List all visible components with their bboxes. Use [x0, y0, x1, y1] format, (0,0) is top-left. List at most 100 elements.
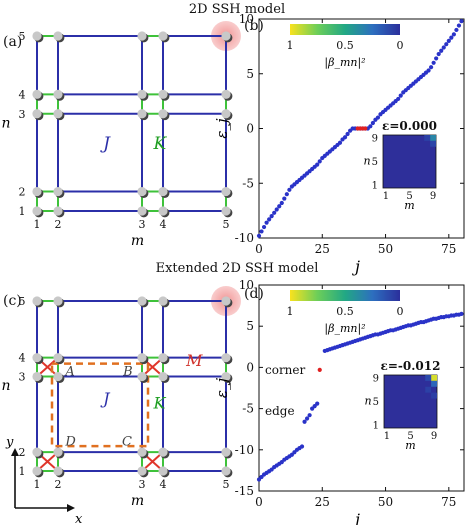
- lattice-site: [32, 466, 42, 476]
- x-tick-label: 75: [441, 242, 456, 256]
- x-tick-label: 25: [315, 495, 330, 509]
- lattice-site: [158, 89, 168, 99]
- colorbar-label: |β_mn|²: [324, 322, 365, 336]
- lattice-site: [158, 466, 168, 476]
- lattice-site: [137, 447, 147, 457]
- hop-label-J: J: [100, 389, 111, 408]
- y-arrow-head: [11, 448, 19, 456]
- lattice-site: [221, 206, 231, 216]
- data-point: [456, 23, 462, 28]
- data-point: [337, 140, 343, 145]
- inset-y-tick-label: 9: [372, 133, 378, 144]
- m-tick-label: 2: [55, 218, 62, 231]
- inset-x-label: m: [404, 199, 414, 212]
- n-tick-label: 1: [19, 205, 26, 218]
- lattice-site: [53, 447, 63, 457]
- n-tick-label: 2: [19, 186, 26, 199]
- inset-title: ε=0.000: [382, 119, 437, 133]
- data-point: [315, 162, 320, 167]
- data-point: [272, 210, 277, 215]
- lattice-site: [137, 186, 147, 197]
- inset-x-tick-label: 1: [384, 431, 390, 442]
- data-point: [434, 56, 439, 61]
- lattice-site: [53, 353, 63, 363]
- plaquette-label-A: A: [64, 365, 74, 380]
- lattice-site: [32, 371, 42, 382]
- m-tick-label: 5: [223, 478, 230, 491]
- colorbar-tick-label: 0.5: [336, 305, 354, 318]
- data-point: [454, 27, 459, 33]
- data-point: [317, 159, 322, 164]
- lattice-site: [137, 206, 147, 216]
- m-tick-label: 1: [34, 478, 41, 491]
- x-tick-label: 50: [378, 495, 393, 509]
- lattice-site: [32, 89, 42, 99]
- y-tick-label: 0: [246, 122, 254, 136]
- data-point: [277, 204, 282, 209]
- data-point: [304, 416, 310, 421]
- panel-label-c: (c): [3, 293, 22, 309]
- n-tick-label: 1: [19, 465, 26, 478]
- data-point: [261, 224, 267, 230]
- y-tick-label: -15: [235, 484, 254, 498]
- lattice-site: [137, 89, 147, 99]
- x-arrow-label: x: [75, 512, 83, 525]
- lattice-site: [53, 371, 63, 382]
- lattice-site: [221, 186, 231, 197]
- heatmap-cell: [425, 386, 432, 393]
- lattice-site: [53, 31, 63, 41]
- x-tick-label: 25: [315, 242, 330, 256]
- data-point: [267, 217, 272, 222]
- data-point: [439, 48, 444, 53]
- lattice-site: [158, 31, 168, 41]
- lattice-site: [137, 109, 147, 119]
- x-tick-label: 0: [255, 242, 263, 256]
- lattice-site: [32, 447, 42, 457]
- data-point: [342, 135, 348, 140]
- data-point: [256, 233, 262, 238]
- inset-title: ε=-0.012: [381, 359, 441, 373]
- data-point: [274, 207, 279, 212]
- lattice-site: [137, 353, 147, 363]
- plaquette-label-B: B: [122, 365, 133, 380]
- heatmap-cell: [431, 380, 437, 387]
- colorbar: [290, 24, 400, 35]
- inset-x-tick-label: 9: [430, 191, 436, 202]
- data-point: [375, 115, 381, 120]
- inset-x-tick-label: 1: [383, 191, 389, 202]
- lattice-site: [137, 371, 147, 382]
- n-tick-label: 2: [19, 446, 26, 459]
- x-tick-label: 50: [378, 242, 393, 256]
- data-point: [299, 444, 305, 449]
- y-tick-label: -10: [235, 443, 254, 457]
- colorbar-tick-label: 1: [287, 305, 294, 318]
- lattice-site: [221, 296, 231, 306]
- x-axis-label: j: [352, 510, 360, 525]
- x-arrow-head: [67, 504, 75, 512]
- lattice-site: [158, 296, 168, 306]
- data-point: [398, 93, 403, 98]
- spectrum-chart-d: 0 25 50 75 -15 -10 -5 0 5 10 j ε_j 1 0.5 0 |β_mn|²corne…: [213, 278, 465, 525]
- n-axis-label: n: [1, 116, 10, 132]
- data-point: [370, 120, 375, 126]
- inset-y-tick-label: 1: [373, 421, 379, 432]
- data-point: [451, 32, 456, 37]
- colorbar: [290, 290, 400, 301]
- colorbar-tick-label: 1: [287, 39, 294, 52]
- lattice-diagram-a: 1 2 3 4 5 1 2 3 4 5 m n J K: [1, 21, 241, 249]
- y-axis-label: ε_j: [213, 378, 231, 399]
- highlight-point: [363, 126, 368, 131]
- x-tick-label: 0: [255, 495, 263, 509]
- data-point: [441, 45, 446, 50]
- n-tick-label: 3: [19, 108, 26, 121]
- lattice-site: [221, 371, 231, 382]
- heatmap-cell: [430, 135, 436, 141]
- m-tick-label: 5: [223, 218, 230, 231]
- inset-x-tick-label: 5: [407, 431, 413, 442]
- inset-y-label: n: [364, 395, 371, 408]
- data-point: [282, 196, 287, 201]
- data-point: [426, 68, 431, 73]
- data-point: [269, 214, 274, 219]
- y-tick-label: 5: [246, 67, 254, 81]
- m-tick-label: 3: [139, 478, 146, 491]
